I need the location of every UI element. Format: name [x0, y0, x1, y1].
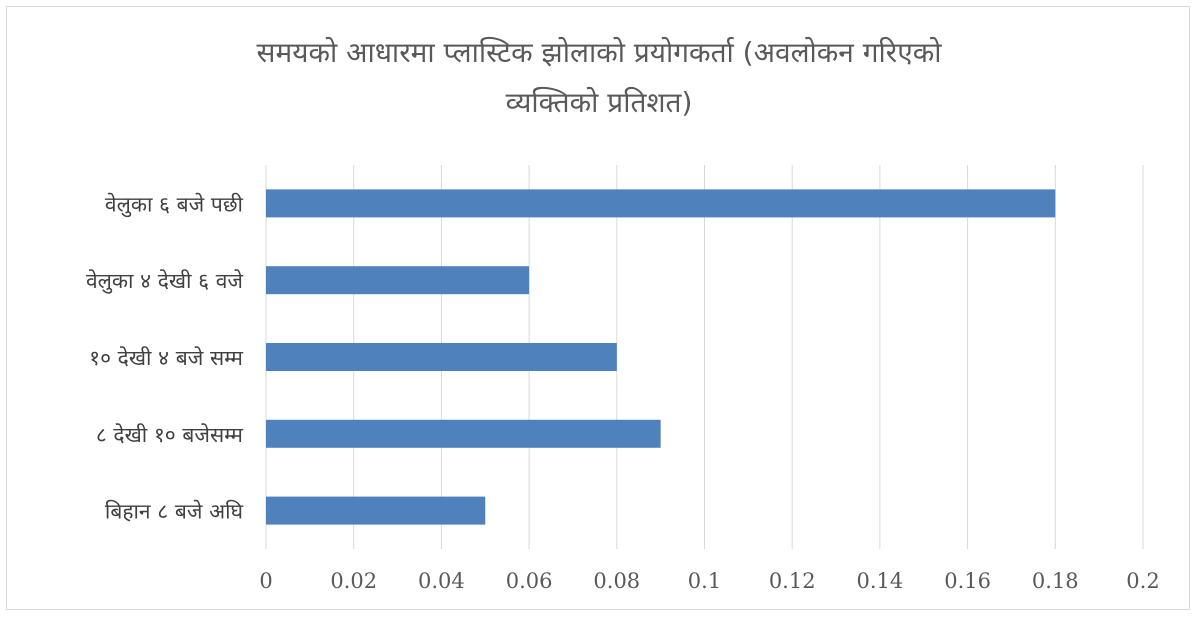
bar [266, 496, 486, 525]
chart-title-line-1: समयको आधारमा प्लास्टिक झोलाको प्रयोगकर्त… [256, 36, 942, 69]
category-labels: वेलुका ६ बजे पछी वेलुका ४ देखी ६ वजे १० दे… [86, 192, 244, 523]
x-tick-label: 0.16 [944, 569, 991, 593]
x-tick-labels: 0 0.02 0.04 0.06 0.08 0.1 0.12 0.14 0.16 0.18 0.2 [259, 569, 1159, 593]
x-tick-label: 0 [259, 569, 272, 593]
category-label: बिहान ८ बजे अघि [105, 500, 244, 524]
bar [266, 189, 1056, 218]
bars [266, 189, 1056, 525]
category-label: ८ देखी १० बजेसम्म [96, 423, 244, 447]
chart-title-line-2: व्यक्तिको प्रतिशत) [505, 86, 693, 119]
x-tick-label: 0.14 [857, 569, 904, 593]
x-tick-label: 0.18 [1032, 569, 1079, 593]
category-label: वेलुका ६ बजे पछी [105, 192, 244, 217]
x-tick-label: 0.04 [418, 569, 465, 593]
x-tick-label: 0.06 [506, 569, 553, 593]
x-tick-label: 0.02 [330, 569, 377, 593]
bar [266, 343, 617, 371]
x-tick-label: 0.08 [593, 569, 640, 593]
chart-title: समयको आधारमा प्लास्टिक झोलाको प्रयोगकर्त… [0, 28, 1198, 128]
x-tick-label: 0.2 [1126, 569, 1159, 593]
x-tick-label: 0.1 [688, 569, 721, 593]
x-tick-label: 0.12 [769, 569, 816, 593]
category-label: १० देखी ४ बजे सम्म [89, 346, 243, 370]
bar [266, 266, 530, 295]
chart-frame [6, 6, 1190, 610]
bar [266, 419, 661, 448]
category-label: वेलुका ४ देखी ६ वजे [86, 269, 243, 294]
